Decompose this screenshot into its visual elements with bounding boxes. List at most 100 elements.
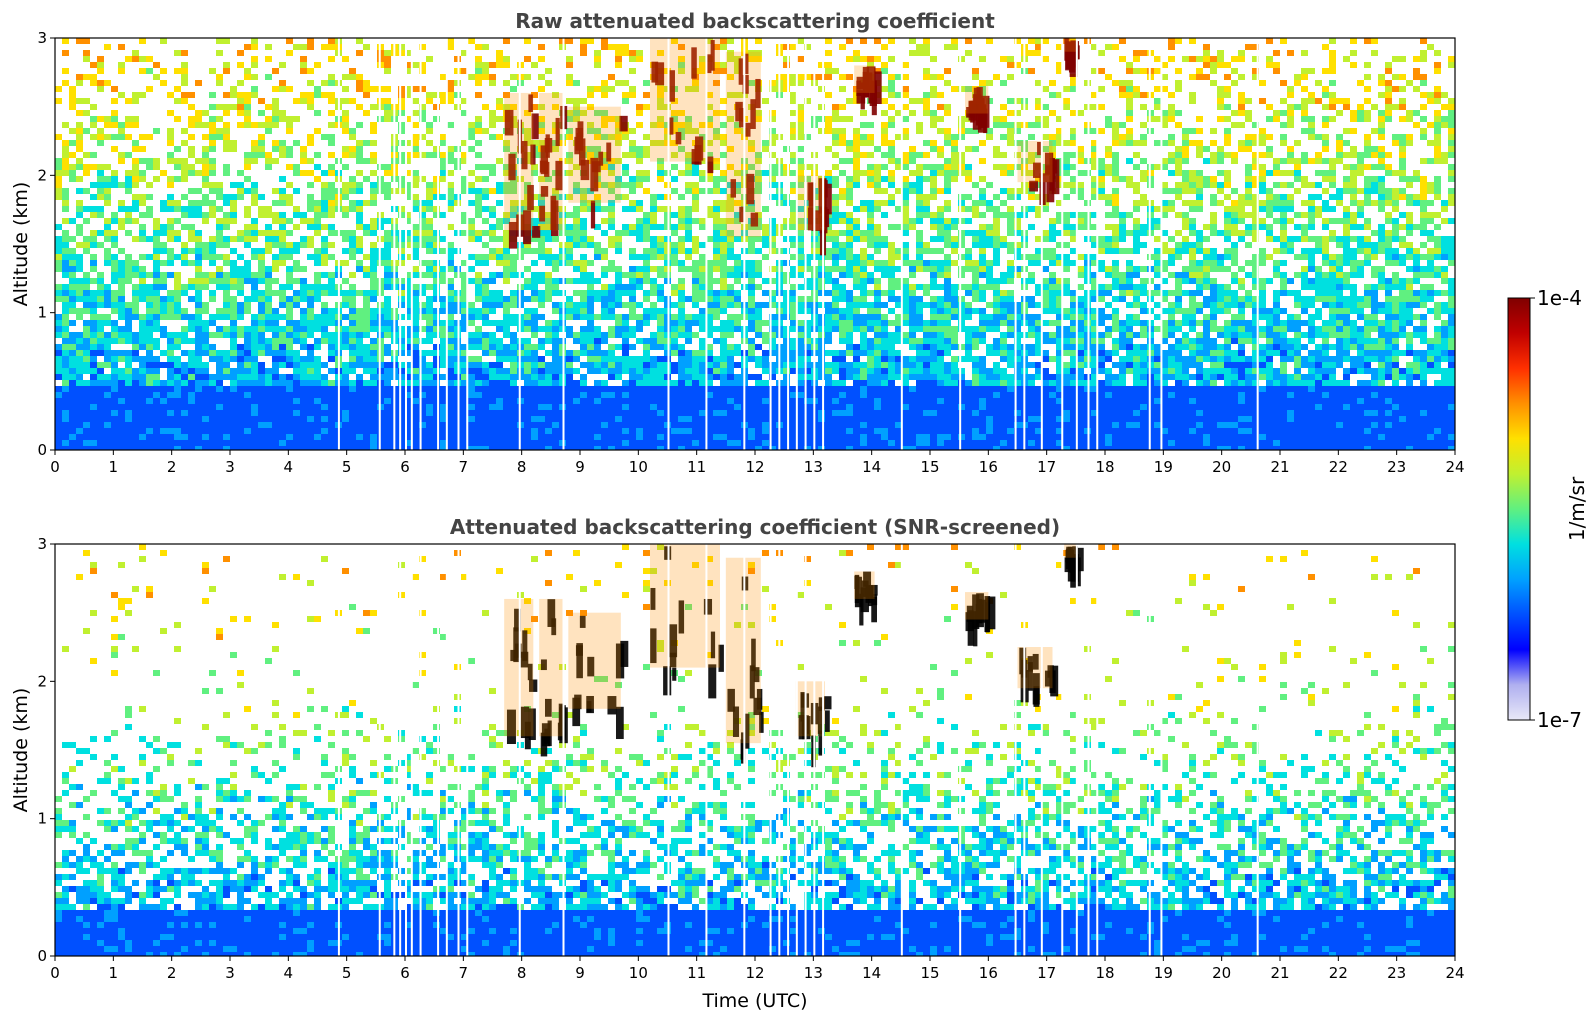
signal-cell xyxy=(426,326,433,332)
signal-cell xyxy=(370,326,377,332)
signal-cell xyxy=(384,380,391,386)
signal-cell xyxy=(601,248,608,254)
signal-cell xyxy=(398,278,405,284)
signal-cell xyxy=(328,404,335,410)
signal-cell xyxy=(118,182,125,188)
signal-cell xyxy=(321,386,328,392)
signal-cell xyxy=(328,38,335,44)
signal-cell xyxy=(69,338,76,344)
signal-cell xyxy=(608,350,615,356)
signal-cell xyxy=(699,386,706,392)
signal-cell xyxy=(356,344,363,350)
signal-cell xyxy=(748,344,755,350)
signal-cell xyxy=(202,326,209,332)
signal-cell xyxy=(209,236,216,242)
signal-cell xyxy=(573,350,580,356)
signal-cell xyxy=(279,254,286,260)
signal-cell xyxy=(363,296,370,302)
signal-cell xyxy=(55,410,62,416)
signal-cell xyxy=(62,392,69,398)
signal-cell xyxy=(258,302,265,308)
signal-cell xyxy=(818,314,825,320)
signal-cell xyxy=(629,230,636,236)
signal-cell xyxy=(629,416,636,422)
signal-cell xyxy=(594,434,601,440)
signal-cell xyxy=(363,380,370,386)
signal-cell xyxy=(622,224,629,230)
signal-cell xyxy=(594,62,601,68)
signal-cell xyxy=(531,362,538,368)
signal-cell xyxy=(209,398,216,404)
signal-cell xyxy=(433,230,440,236)
signal-cell xyxy=(167,416,174,422)
signal-cell xyxy=(314,284,321,290)
signal-cell xyxy=(286,320,293,326)
signal-cell xyxy=(468,398,475,404)
signal-cell xyxy=(699,308,706,314)
signal-cell xyxy=(223,122,230,128)
signal-cell xyxy=(629,68,636,74)
signal-cell xyxy=(97,56,104,62)
signal-cell xyxy=(69,278,76,284)
signal-cell xyxy=(321,236,328,242)
signal-cell xyxy=(328,338,335,344)
signal-cell xyxy=(314,374,321,380)
signal-cell xyxy=(111,170,118,176)
signal-cell xyxy=(587,386,594,392)
signal-cell xyxy=(426,446,433,450)
signal-cell xyxy=(370,398,377,404)
signal-cell xyxy=(321,326,328,332)
signal-cell xyxy=(216,374,223,380)
signal-cell xyxy=(55,290,62,296)
signal-cell xyxy=(251,86,258,92)
signal-cell xyxy=(727,440,734,446)
signal-cell xyxy=(755,434,762,440)
signal-cell xyxy=(167,332,174,338)
signal-cell xyxy=(293,188,300,194)
signal-cell xyxy=(482,74,489,80)
signal-cell xyxy=(181,158,188,164)
signal-cell xyxy=(412,314,419,320)
signal-cell xyxy=(699,56,706,62)
signal-cell xyxy=(153,404,160,410)
signal-cell xyxy=(104,200,111,206)
signal-cell xyxy=(433,284,440,290)
signal-cell xyxy=(769,170,776,176)
signal-cell xyxy=(790,296,797,302)
signal-cell xyxy=(629,410,636,416)
signal-cell xyxy=(636,110,643,116)
signal-cell xyxy=(258,260,265,266)
signal-cell xyxy=(251,326,258,332)
signal-cell xyxy=(762,242,769,248)
signal-cell xyxy=(181,404,188,410)
signal-cell xyxy=(566,110,573,116)
signal-cell xyxy=(818,434,825,440)
signal-cell xyxy=(300,386,307,392)
signal-cell xyxy=(90,302,97,308)
signal-cell xyxy=(755,152,762,158)
signal-cell xyxy=(580,440,587,446)
signal-cell xyxy=(720,416,727,422)
signal-cell xyxy=(419,314,426,320)
signal-cell xyxy=(475,194,482,200)
signal-cell xyxy=(286,302,293,308)
signal-cell xyxy=(832,116,839,122)
signal-cell xyxy=(587,272,594,278)
signal-cell xyxy=(342,446,349,450)
signal-cell xyxy=(804,404,811,410)
signal-cell xyxy=(552,278,559,284)
signal-cell xyxy=(790,350,797,356)
signal-cell xyxy=(552,332,559,338)
signal-cell xyxy=(83,446,90,450)
signal-cell xyxy=(804,386,811,392)
signal-cell xyxy=(489,188,496,194)
signal-cell xyxy=(587,392,594,398)
signal-cell xyxy=(580,374,587,380)
signal-cell xyxy=(370,182,377,188)
signal-cell xyxy=(384,416,391,422)
signal-cell xyxy=(692,206,699,212)
signal-cell xyxy=(146,416,153,422)
signal-cell xyxy=(531,278,538,284)
signal-cell xyxy=(384,434,391,440)
signal-cell xyxy=(118,200,125,206)
